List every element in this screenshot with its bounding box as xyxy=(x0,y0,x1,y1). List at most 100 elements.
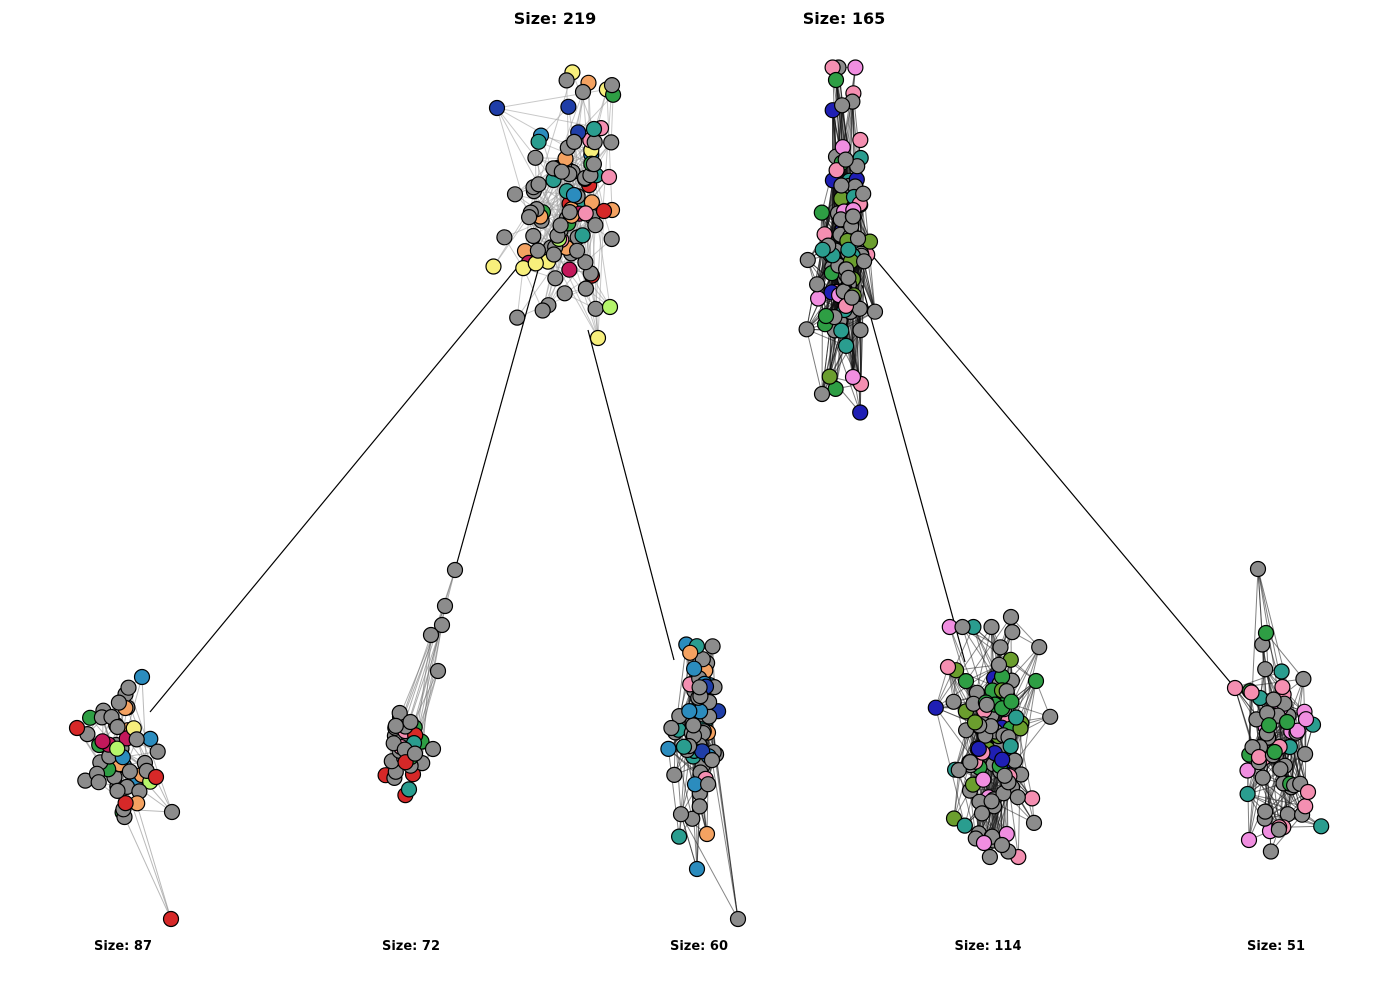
node xyxy=(1007,709,1025,726)
node xyxy=(530,133,547,150)
node xyxy=(603,134,620,151)
node xyxy=(565,186,583,204)
cluster-nodes-b5 xyxy=(1226,560,1330,860)
node xyxy=(798,321,815,338)
node xyxy=(950,761,967,779)
node xyxy=(577,280,595,297)
node xyxy=(1273,663,1290,680)
cluster-nodes-t2 xyxy=(798,59,884,421)
cluster-nodes-b4 xyxy=(927,608,1059,866)
node xyxy=(601,298,619,316)
node xyxy=(675,738,693,755)
edge xyxy=(947,666,971,766)
node xyxy=(553,163,570,180)
node xyxy=(534,302,551,319)
node xyxy=(1239,762,1256,779)
node xyxy=(844,208,862,225)
node-layer xyxy=(68,59,1330,928)
node xyxy=(574,83,592,101)
node xyxy=(485,258,502,275)
node xyxy=(1265,691,1282,708)
node xyxy=(163,803,181,821)
node xyxy=(547,270,564,287)
node xyxy=(603,76,621,94)
node xyxy=(685,660,703,677)
node xyxy=(809,290,827,307)
cluster-size-label-b1: Size: 87 xyxy=(94,939,152,954)
inter-cluster-edge-t1-b1 xyxy=(149,239,541,713)
edge xyxy=(496,107,539,251)
inter-cluster-edge-t2-b4 xyxy=(861,284,966,663)
node xyxy=(587,300,604,317)
node xyxy=(1226,679,1244,697)
edge xyxy=(496,107,569,149)
node xyxy=(109,740,126,757)
node xyxy=(133,668,151,686)
node xyxy=(422,626,440,644)
node xyxy=(68,719,86,737)
edge xyxy=(1015,646,1040,718)
node xyxy=(666,766,683,784)
node xyxy=(993,836,1011,854)
edge xyxy=(711,760,739,920)
node xyxy=(1239,785,1256,803)
node xyxy=(90,774,107,791)
node xyxy=(520,209,538,226)
node xyxy=(530,176,547,193)
node xyxy=(406,745,424,762)
node xyxy=(529,242,547,259)
edge xyxy=(496,107,554,181)
node xyxy=(1027,672,1045,690)
node xyxy=(1260,717,1278,734)
inter-cluster-edge-t1-b2 xyxy=(454,244,546,571)
node xyxy=(574,227,591,244)
node xyxy=(672,806,690,823)
edge xyxy=(806,329,823,395)
node xyxy=(927,699,944,716)
node xyxy=(558,72,575,89)
node xyxy=(844,368,862,386)
node xyxy=(1243,684,1260,701)
cluster-size-label-b4: Size: 114 xyxy=(954,939,1021,954)
node xyxy=(1002,737,1019,755)
node xyxy=(681,702,698,720)
node xyxy=(1289,722,1306,739)
node xyxy=(691,679,708,696)
node xyxy=(852,131,869,149)
node xyxy=(162,910,180,928)
node xyxy=(109,782,126,800)
node xyxy=(847,59,864,76)
node xyxy=(855,185,872,202)
node xyxy=(561,261,578,278)
node xyxy=(663,719,680,737)
node xyxy=(433,616,451,634)
node xyxy=(109,718,126,736)
node xyxy=(729,910,747,928)
node xyxy=(813,204,830,221)
node xyxy=(1254,769,1271,786)
node xyxy=(983,618,1000,636)
node xyxy=(589,329,607,347)
node xyxy=(821,368,838,385)
node xyxy=(1257,624,1275,642)
node xyxy=(556,285,573,302)
node xyxy=(525,227,542,245)
node xyxy=(970,740,987,758)
cluster-size-label-t1: Size: 219 xyxy=(514,9,597,28)
edge xyxy=(496,107,602,129)
node xyxy=(981,848,999,866)
node xyxy=(966,714,984,731)
node xyxy=(996,767,1013,784)
node xyxy=(387,717,404,735)
node xyxy=(1240,831,1258,849)
node xyxy=(149,743,166,760)
node xyxy=(577,254,594,271)
node xyxy=(660,740,677,758)
node xyxy=(1262,843,1280,860)
node xyxy=(975,771,992,788)
edge xyxy=(667,748,680,837)
cluster-size-label-b5: Size: 51 xyxy=(1247,939,1305,954)
node xyxy=(1270,821,1288,838)
node xyxy=(983,793,1000,810)
node xyxy=(1042,708,1059,725)
